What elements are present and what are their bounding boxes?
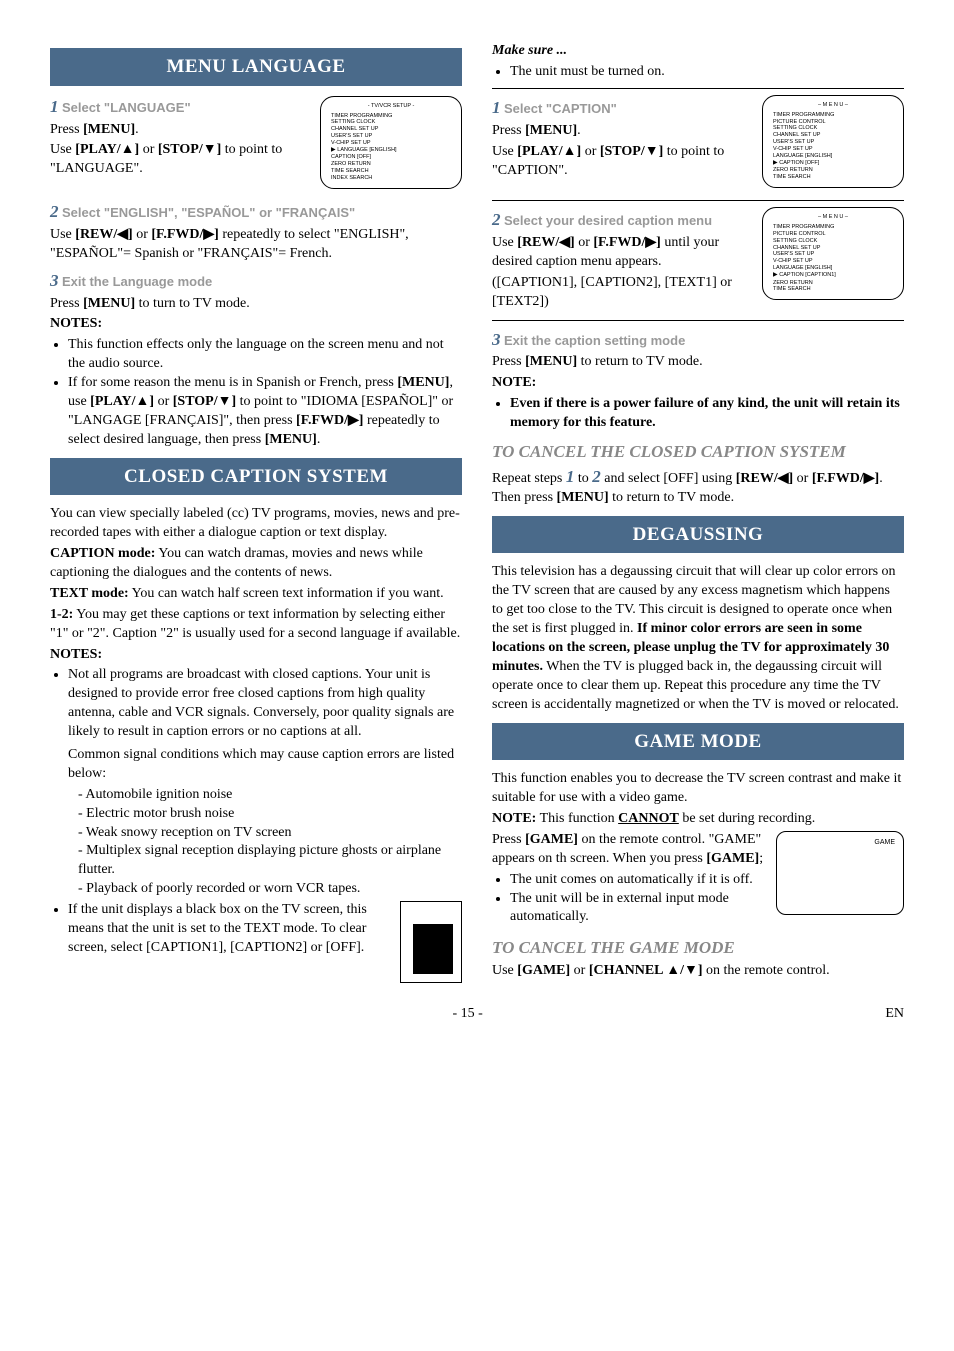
degauss-body: This television has a degaussing circuit…: [492, 563, 904, 714]
banner-menu-language: MENU LANGUAGE: [50, 48, 462, 86]
banner-closed-caption: CLOSED CAPTION SYSTEM: [50, 458, 462, 496]
left-column: MENU LANGUAGE - TV/VCR SETUP - TIMER PRO…: [50, 40, 462, 985]
cancel-game-heading: TO CANCEL THE GAME MODE: [492, 937, 904, 960]
notes-label: NOTES:: [50, 315, 462, 334]
notes-list: This function effects only the language …: [68, 336, 462, 449]
cc-intro: You can view specially labeled (cc) TV p…: [50, 505, 462, 543]
cancel-cc-heading: TO CANCEL THE CLOSED CAPTION SYSTEM: [492, 441, 904, 464]
banner-game-mode: GAME MODE: [492, 723, 904, 761]
osd-tvvcr-setup: - TV/VCR SETUP - TIMER PROGRAMMINGSETTIN…: [320, 96, 462, 189]
osd-game: GAME: [776, 831, 904, 915]
osd-menu-caption1: – M E N U – TIMER PROGRAMMINGPICTURE CON…: [762, 207, 904, 300]
note-item: If for some reason the menu is in Spanis…: [68, 374, 462, 450]
page-footer: - 15 - EN: [50, 1005, 904, 1024]
left-step3: 3 Exit the Language mode Press [MENU] to…: [50, 270, 462, 450]
r-step3-body: Press [MENU] to return to TV mode.: [492, 353, 904, 372]
banner-degaussing: DEGAUSSING: [492, 516, 904, 554]
step3-body: Press [MENU] to turn to TV mode.: [50, 295, 462, 314]
left-step2: 2 Select "ENGLISH", "ESPAÑOL" or "FRANÇA…: [50, 201, 462, 264]
cc-notes-list: Not all programs are broadcast with clos…: [68, 666, 462, 983]
cancel-game-body: Use [GAME] or [CHANNEL ▲/▼] on the remot…: [492, 962, 904, 981]
dash-list: Automobile ignition noiseElectric motor …: [78, 786, 462, 899]
osd-list: TIMER PROGRAMMINGSETTING CLOCKCHANNEL SE…: [331, 113, 451, 182]
left-step1: - TV/VCR SETUP - TIMER PROGRAMMINGSETTIN…: [50, 96, 462, 195]
page-number: - 15 -: [453, 1005, 483, 1024]
right-step3: 3 Exit the caption setting mode Press [M…: [492, 320, 904, 434]
cancel-cc-body: Repeat steps 1 to 2 and select [OFF] usi…: [492, 466, 904, 508]
cc-notes-label: NOTES:: [50, 646, 462, 665]
right-step1: – M E N U – TIMER PROGRAMMINGPICTURE CON…: [492, 88, 904, 194]
make-sure-label: Make sure ...: [492, 43, 567, 58]
page-lang: EN: [885, 1005, 904, 1024]
game-block: GAME Press [GAME] on the remote control.…: [492, 831, 904, 929]
step2-body: Use [REW/◀] or [F.FWD/▶] repeatedly to s…: [50, 226, 462, 264]
blackbox-icon: [400, 901, 462, 983]
right-step2: – M E N U – TIMER PROGRAMMINGPICTURE CON…: [492, 200, 904, 314]
osd-menu-caption-off: – M E N U – TIMER PROGRAMMINGPICTURE CON…: [762, 95, 904, 188]
right-column: Make sure ... The unit must be turned on…: [492, 40, 904, 985]
game-intro: This function enables you to decrease th…: [492, 770, 904, 808]
